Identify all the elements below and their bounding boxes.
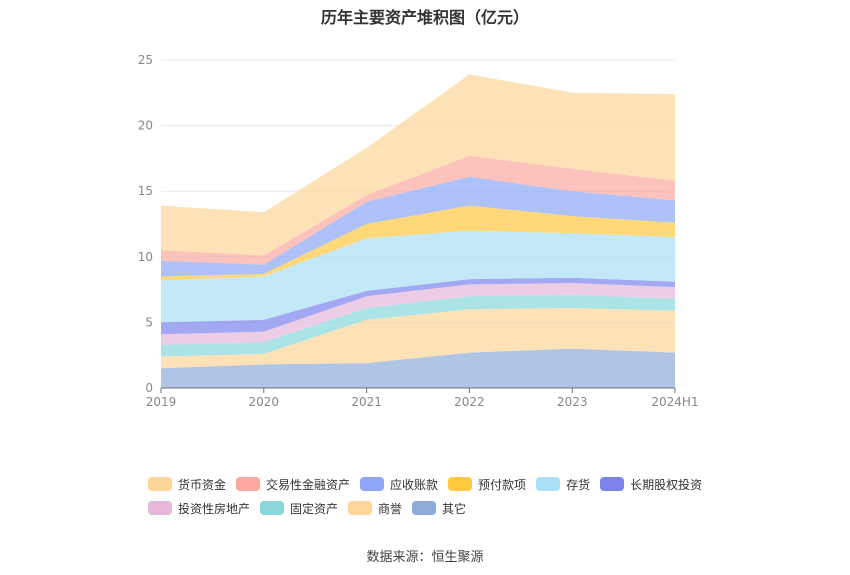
legend-swatch: [412, 501, 437, 515]
x-tick-label: 2022: [454, 395, 485, 409]
legend-swatch: [236, 477, 261, 491]
legend-label: 商誉: [378, 501, 403, 516]
legend-swatch: [260, 501, 285, 515]
legend-item[interactable]: 预付款项: [448, 476, 526, 493]
legend-swatch: [448, 477, 473, 491]
y-tick-label: 25: [138, 53, 153, 67]
legend-item[interactable]: 商誉: [348, 500, 402, 517]
stacked-area-chart: 0 5 10 15 20 25 2019 2020 2021 2022 2023 2024H1: [138, 53, 699, 409]
legend-item[interactable]: 货币资金: [148, 476, 226, 493]
axes: 0 5 10 15 20 25 2019 2020 2021 2022 2023 2024H1: [138, 53, 699, 409]
legend-swatch: [536, 477, 561, 491]
area-series-3: [161, 283, 675, 345]
legend-item[interactable]: 存货: [536, 476, 590, 493]
area-series-0: [161, 348, 675, 388]
area-series-6: [161, 205, 675, 281]
legend-row: 投资性房地产 固定资产 商誉 其它: [148, 496, 748, 520]
legend-item[interactable]: 长期股权投资: [600, 476, 702, 493]
legend-item[interactable]: 固定资产: [260, 500, 338, 517]
legend-item[interactable]: 其它: [412, 500, 466, 517]
y-tick-label: 5: [145, 315, 153, 329]
legend-label: 其它: [442, 501, 467, 516]
legend-label: 应收账款: [390, 477, 439, 492]
area-series: [161, 74, 675, 388]
legend-swatch: [348, 501, 373, 515]
area-series-8: [161, 155, 675, 265]
legend-swatch: [600, 477, 625, 491]
legend-swatch: [148, 501, 172, 515]
x-tick-label: 2024H1: [651, 395, 698, 409]
legend-label: 预付款项: [478, 477, 527, 492]
area-series-7: [161, 176, 675, 277]
x-tick-label: 2023: [557, 395, 588, 409]
area-series-1: [161, 308, 675, 369]
legend-swatch: [148, 477, 172, 491]
legend-item[interactable]: 投资性房地产: [148, 500, 250, 517]
legend: 货币资金 交易性金融资产 应收账款 预付款项 存货 长期股权投资 投资性房地产 固定资产 商誉…: [148, 472, 748, 520]
legend-row: 货币资金 交易性金融资产 应收账款 预付款项 存货 长期股权投资: [148, 472, 748, 496]
x-tick-label: 2020: [249, 395, 280, 409]
x-tick-label: 2019: [146, 395, 177, 409]
area-series-9: [161, 74, 675, 256]
legend-label: 存货: [566, 477, 591, 492]
y-tick-label: 20: [138, 119, 153, 133]
legend-label: 长期股权投资: [630, 477, 703, 492]
legend-swatch: [360, 477, 385, 491]
legend-label: 交易性金融资产: [266, 477, 351, 492]
y-tick-label: 15: [138, 184, 153, 198]
legend-label: 投资性房地产: [178, 501, 251, 516]
data-source: 数据来源：恒生聚源: [366, 550, 484, 565]
area-series-4: [161, 277, 675, 335]
y-tick-label: 10: [138, 250, 153, 264]
legend-label: 货币资金: [178, 477, 227, 492]
legend-item[interactable]: 应收账款: [360, 476, 438, 493]
y-tick-label: 0: [145, 381, 153, 395]
chart-title: 历年主要资产堆积图（亿元）: [320, 8, 529, 27]
legend-item[interactable]: 交易性金融资产: [236, 476, 350, 493]
area-series-5: [161, 230, 675, 323]
x-tick-label: 2021: [351, 395, 382, 409]
legend-label: 固定资产: [290, 501, 339, 516]
area-series-2: [161, 294, 675, 357]
